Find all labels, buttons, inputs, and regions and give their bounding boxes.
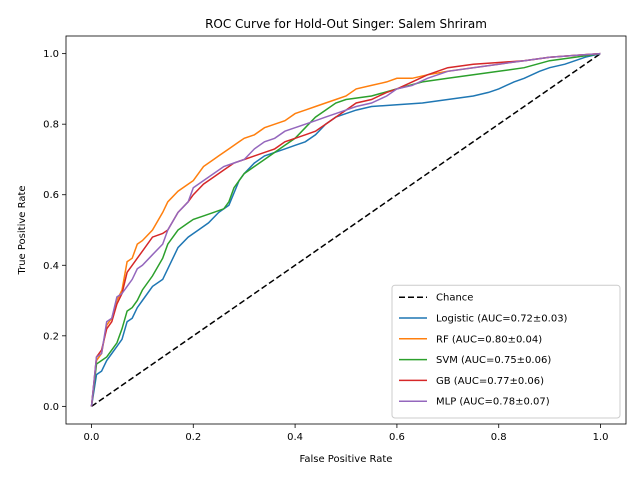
chart-title: ROC Curve for Hold-Out Singer: Salem Shr… — [205, 17, 487, 31]
legend-label-5: MLP (AUC=0.78±0.07) — [436, 397, 550, 408]
y-axis-label: True Positive Rate — [17, 185, 28, 275]
y-tick-label-4: 0.8 — [43, 120, 59, 131]
axis-ticks: 0.0 0.2 0.4 0.6 0.8 1.0 0.0 0.2 0.4 0.6 0.8 1.0 — [43, 49, 608, 443]
legend-label-4: GB (AUC=0.77±0.06) — [436, 376, 544, 387]
x-tick-label-1: 0.2 — [185, 432, 201, 443]
legend: Chance Logistic (AUC=0.72±0.03) RF (AUC=0.… — [391, 284, 621, 419]
legend-label-1: Logistic (AUC=0.72±0.03) — [436, 314, 568, 325]
series-line-1 — [90, 52, 601, 407]
series-line-2 — [90, 52, 601, 407]
y-tick-label-2: 0.4 — [43, 261, 59, 272]
x-tick-label-5: 1.0 — [593, 432, 609, 443]
plot-area — [90, 52, 601, 408]
legend-box — [391, 284, 621, 419]
x-tick-label-3: 0.6 — [389, 432, 405, 443]
legend-label-2: RF (AUC=0.80±0.04) — [436, 334, 542, 345]
x-tick-label-4: 0.8 — [491, 432, 507, 443]
legend-label-3: SVM (AUC=0.75±0.06) — [436, 355, 551, 366]
legend-label-0: Chance — [436, 293, 473, 304]
series-line-4 — [90, 52, 601, 407]
series-line-0 — [91, 52, 601, 408]
series-line-3 — [90, 52, 601, 407]
y-tick-label-1: 0.2 — [43, 331, 59, 342]
x-axis-label: False Positive Rate — [300, 454, 393, 465]
x-tick-label-2: 0.4 — [287, 432, 303, 443]
y-tick-label-0: 0.0 — [43, 402, 59, 413]
y-tick-label-3: 0.6 — [43, 190, 59, 201]
plot-frame — [65, 35, 627, 425]
y-tick-label-5: 1.0 — [43, 49, 59, 60]
series-line-5 — [90, 52, 601, 407]
x-tick-label-0: 0.0 — [84, 432, 100, 443]
